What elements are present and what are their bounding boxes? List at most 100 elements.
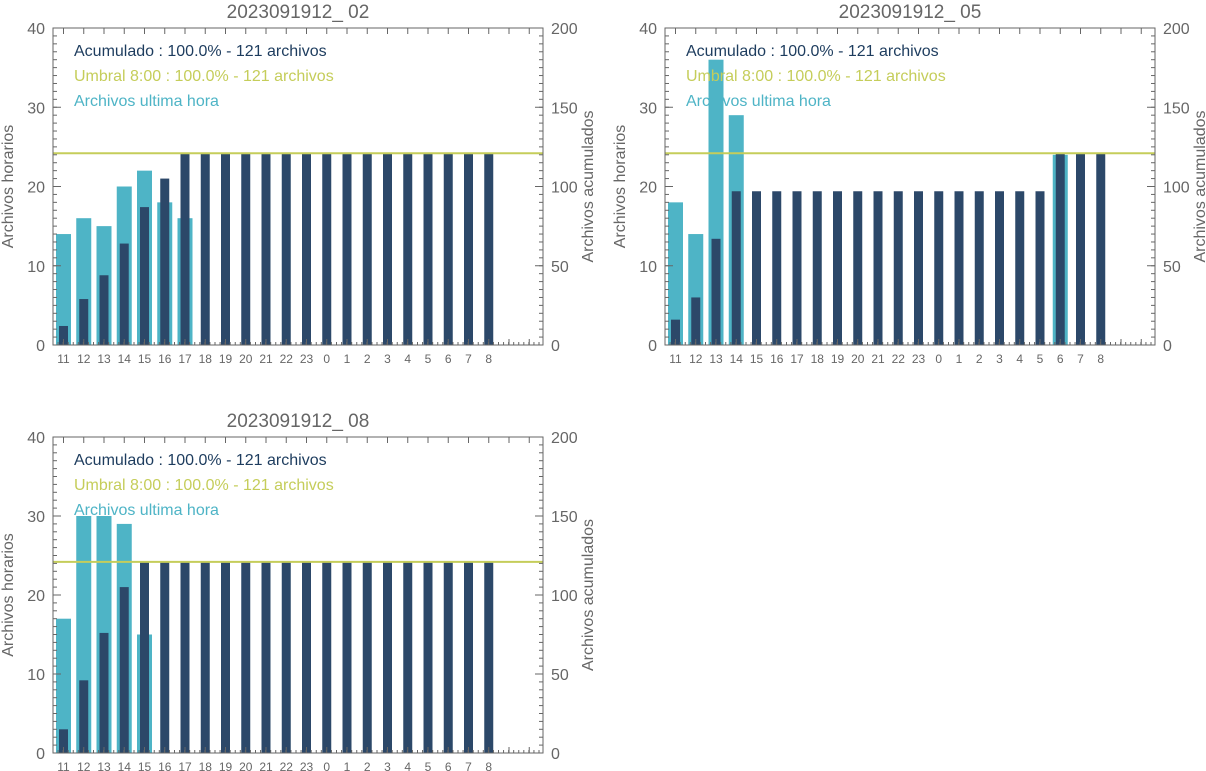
cumulative-bar: [180, 153, 190, 345]
x-tick-label: 13: [709, 352, 723, 366]
x-tick-label: 20: [239, 760, 253, 771]
x-tick-label: 12: [689, 352, 703, 366]
x-tick-label: 1: [344, 352, 351, 366]
cumulative-bar: [322, 153, 332, 345]
x-tick-label: 2: [976, 352, 983, 366]
x-tick-label: 3: [384, 352, 391, 366]
cumulative-bar: [1035, 191, 1045, 345]
y-tick-label: 10: [27, 259, 45, 276]
x-tick-label: 0: [935, 352, 942, 366]
y-tick-label: 30: [639, 100, 657, 117]
legend-entry: Acumulado : 100.0% - 121 archivos: [74, 43, 327, 60]
cumulative-bar: [1055, 153, 1065, 345]
legend-entry: Archivos ultima hora: [74, 502, 219, 519]
x-tick-label: 18: [811, 352, 825, 366]
x-tick-label: 22: [280, 760, 294, 771]
x-tick-label: 4: [1016, 352, 1023, 366]
x-tick-label: 20: [239, 352, 253, 366]
cumulative-bar: [1015, 191, 1025, 345]
x-tick-label: 2: [364, 760, 371, 771]
x-tick-label: 0: [323, 352, 330, 366]
cumulative-bar: [812, 191, 822, 345]
cumulative-bar: [221, 153, 230, 345]
x-tick-label: 16: [158, 760, 172, 771]
x-tick-label: 0: [323, 760, 330, 771]
cumulative-bar: [362, 561, 372, 753]
x-tick-label: 8: [485, 760, 492, 771]
cumulative-bar: [1096, 153, 1106, 345]
y-tick-label: 30: [27, 509, 45, 526]
x-tick-label: 7: [1077, 352, 1084, 366]
x-tick-label: 14: [118, 352, 132, 366]
y-tick-label: 10: [639, 259, 657, 276]
cumulative-bar: [59, 325, 68, 345]
cumulative-bar: [484, 561, 494, 753]
cumulative-bar: [79, 299, 89, 345]
cumulative-bar: [1076, 153, 1085, 345]
x-tick-label: 5: [1037, 352, 1044, 366]
y2-tick-label: 150: [551, 100, 578, 117]
cumulative-bar: [99, 632, 109, 753]
cumulative-bar: [711, 238, 721, 345]
y2-tick-label: 0: [551, 746, 560, 763]
cumulative-bar: [59, 729, 68, 753]
x-tick-label: 8: [1097, 352, 1104, 366]
x-tick-label: 23: [300, 760, 314, 771]
cumulative-bar: [322, 561, 332, 753]
x-tick-label: 18: [199, 352, 213, 366]
y2-axis-label: Archivos acumulados: [1192, 110, 1206, 262]
cumulative-bar: [140, 207, 149, 345]
x-tick-label: 21: [259, 352, 273, 366]
cumulative-bar: [281, 561, 291, 753]
legend-entry: Archivos ultima hora: [74, 93, 219, 110]
y-tick-label: 30: [27, 100, 45, 117]
y-tick-label: 40: [27, 430, 45, 447]
x-tick-label: 13: [97, 352, 111, 366]
x-tick-label: 4: [404, 760, 411, 771]
cumulative-bar: [403, 561, 413, 753]
x-tick-label: 3: [996, 352, 1003, 366]
y-tick-label: 40: [639, 21, 657, 38]
cumulative-bar: [180, 561, 190, 753]
y2-tick-label: 50: [551, 667, 569, 684]
chart-title: 2023091912_ 05: [839, 2, 982, 23]
y2-axis-label: Archivos acumulados: [580, 110, 597, 262]
legend-entry: Umbral 8:00 : 100.0% - 121 archivos: [74, 477, 334, 494]
x-tick-label: 1: [956, 352, 963, 366]
cumulative-bar: [731, 191, 741, 345]
x-tick-label: 3: [384, 760, 391, 771]
cumulative-bar: [671, 319, 680, 345]
x-tick-label: 14: [118, 760, 132, 771]
y-tick-label: 0: [36, 338, 45, 355]
y2-tick-label: 200: [551, 21, 578, 38]
x-tick-label: 5: [425, 760, 432, 771]
x-tick-label: 15: [138, 352, 152, 366]
cumulative-bar: [160, 561, 170, 753]
cumulative-bar: [954, 191, 964, 345]
x-tick-label: 20: [851, 352, 865, 366]
cumulative-bar: [974, 191, 984, 345]
y-axis-label: Archivos horarios: [612, 125, 629, 249]
legend-entry: Umbral 8:00 : 100.0% - 121 archivos: [686, 68, 946, 85]
cumulative-bar: [79, 680, 89, 753]
y2-tick-label: 50: [1163, 259, 1181, 276]
cumulative-bar: [893, 191, 903, 345]
x-tick-label: 11: [57, 352, 70, 366]
cumulative-bar: [995, 191, 1004, 345]
x-tick-label: 12: [77, 352, 91, 366]
x-tick-label: 17: [790, 352, 804, 366]
legend-entry: Umbral 8:00 : 100.0% - 121 archivos: [74, 68, 334, 85]
x-tick-label: 23: [912, 352, 926, 366]
y2-tick-label: 0: [551, 338, 560, 355]
cumulative-bar: [752, 191, 761, 345]
y-tick-label: 0: [648, 338, 657, 355]
y2-tick-label: 200: [551, 430, 578, 447]
x-tick-label: 19: [831, 352, 845, 366]
x-tick-label: 13: [97, 760, 111, 771]
cumulative-bar: [853, 191, 863, 345]
x-tick-label: 11: [669, 352, 682, 366]
y-tick-label: 0: [36, 746, 45, 763]
